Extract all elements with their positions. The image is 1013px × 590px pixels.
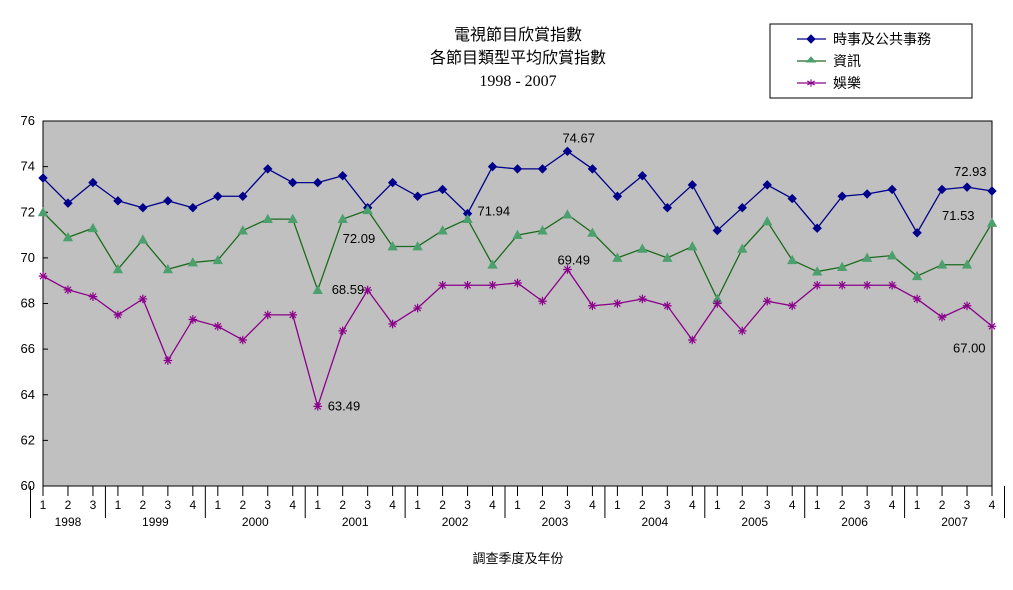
svg-text:2: 2 <box>140 498 147 512</box>
svg-text:4: 4 <box>189 498 196 512</box>
svg-text:2: 2 <box>339 498 346 512</box>
svg-text:3: 3 <box>165 498 172 512</box>
svg-text:1: 1 <box>414 498 421 512</box>
svg-text:72: 72 <box>21 204 35 219</box>
svg-text:2: 2 <box>639 498 646 512</box>
svg-text:4: 4 <box>489 498 496 512</box>
svg-text:4: 4 <box>989 498 996 512</box>
svg-text:71.94: 71.94 <box>478 204 511 219</box>
svg-text:2003: 2003 <box>542 515 569 529</box>
svg-text:74.67: 74.67 <box>562 130 595 145</box>
svg-text:3: 3 <box>664 498 671 512</box>
svg-text:67.00: 67.00 <box>953 340 986 355</box>
svg-text:1: 1 <box>314 498 321 512</box>
svg-text:2: 2 <box>239 498 246 512</box>
svg-text:76: 76 <box>21 113 35 128</box>
svg-text:4: 4 <box>789 498 796 512</box>
svg-text:3: 3 <box>264 498 271 512</box>
svg-text:資訊: 資訊 <box>833 54 861 70</box>
svg-text:時事及公共事務: 時事及公共事務 <box>833 32 931 48</box>
svg-text:60: 60 <box>21 478 35 493</box>
svg-text:調查季度及年份: 調查季度及年份 <box>472 551 563 566</box>
svg-text:2001: 2001 <box>342 515 369 529</box>
svg-text:3: 3 <box>764 498 771 512</box>
svg-text:2: 2 <box>739 498 746 512</box>
svg-text:1999: 1999 <box>142 515 169 529</box>
svg-text:72.93: 72.93 <box>954 164 987 179</box>
svg-text:69.49: 69.49 <box>557 253 590 268</box>
svg-text:70: 70 <box>21 250 35 265</box>
svg-text:1: 1 <box>115 498 122 512</box>
svg-text:2: 2 <box>539 498 546 512</box>
svg-text:2: 2 <box>439 498 446 512</box>
svg-text:各節目類型平均欣賞指數: 各節目類型平均欣賞指數 <box>430 49 606 67</box>
svg-text:電視節目欣賞指數: 電視節目欣賞指數 <box>454 26 582 44</box>
svg-text:1: 1 <box>614 498 621 512</box>
svg-text:2005: 2005 <box>741 515 768 529</box>
svg-text:68: 68 <box>21 296 35 311</box>
svg-text:1998 - 2007: 1998 - 2007 <box>479 73 556 90</box>
svg-text:66: 66 <box>21 341 35 356</box>
svg-text:63.49: 63.49 <box>328 398 361 413</box>
svg-text:2: 2 <box>65 498 72 512</box>
svg-text:74: 74 <box>21 159 35 174</box>
svg-text:2: 2 <box>839 498 846 512</box>
svg-text:1: 1 <box>714 498 721 512</box>
svg-text:4: 4 <box>389 498 396 512</box>
svg-text:2000: 2000 <box>242 515 269 529</box>
svg-text:1: 1 <box>40 498 47 512</box>
svg-text:68.59: 68.59 <box>332 282 365 297</box>
svg-text:3: 3 <box>464 498 471 512</box>
svg-text:1: 1 <box>214 498 221 512</box>
svg-text:3: 3 <box>364 498 371 512</box>
svg-text:64: 64 <box>21 387 35 402</box>
svg-text:4: 4 <box>289 498 296 512</box>
svg-text:3: 3 <box>90 498 97 512</box>
svg-text:1998: 1998 <box>55 515 82 529</box>
svg-text:娛樂: 娛樂 <box>833 75 861 92</box>
svg-text:3: 3 <box>864 498 871 512</box>
svg-text:3: 3 <box>964 498 971 512</box>
svg-text:3: 3 <box>564 498 571 512</box>
svg-text:4: 4 <box>689 498 696 512</box>
svg-text:1: 1 <box>814 498 821 512</box>
svg-text:1: 1 <box>514 498 521 512</box>
svg-text:4: 4 <box>889 498 896 512</box>
svg-text:2002: 2002 <box>442 515 469 529</box>
svg-text:62: 62 <box>21 432 35 447</box>
svg-text:4: 4 <box>589 498 596 512</box>
svg-text:71.53: 71.53 <box>942 208 975 223</box>
svg-text:1: 1 <box>914 498 921 512</box>
svg-text:72.09: 72.09 <box>343 231 376 246</box>
svg-text:2007: 2007 <box>941 515 968 529</box>
svg-text:2004: 2004 <box>642 515 669 529</box>
svg-text:2006: 2006 <box>841 515 868 529</box>
svg-text:2: 2 <box>939 498 946 512</box>
